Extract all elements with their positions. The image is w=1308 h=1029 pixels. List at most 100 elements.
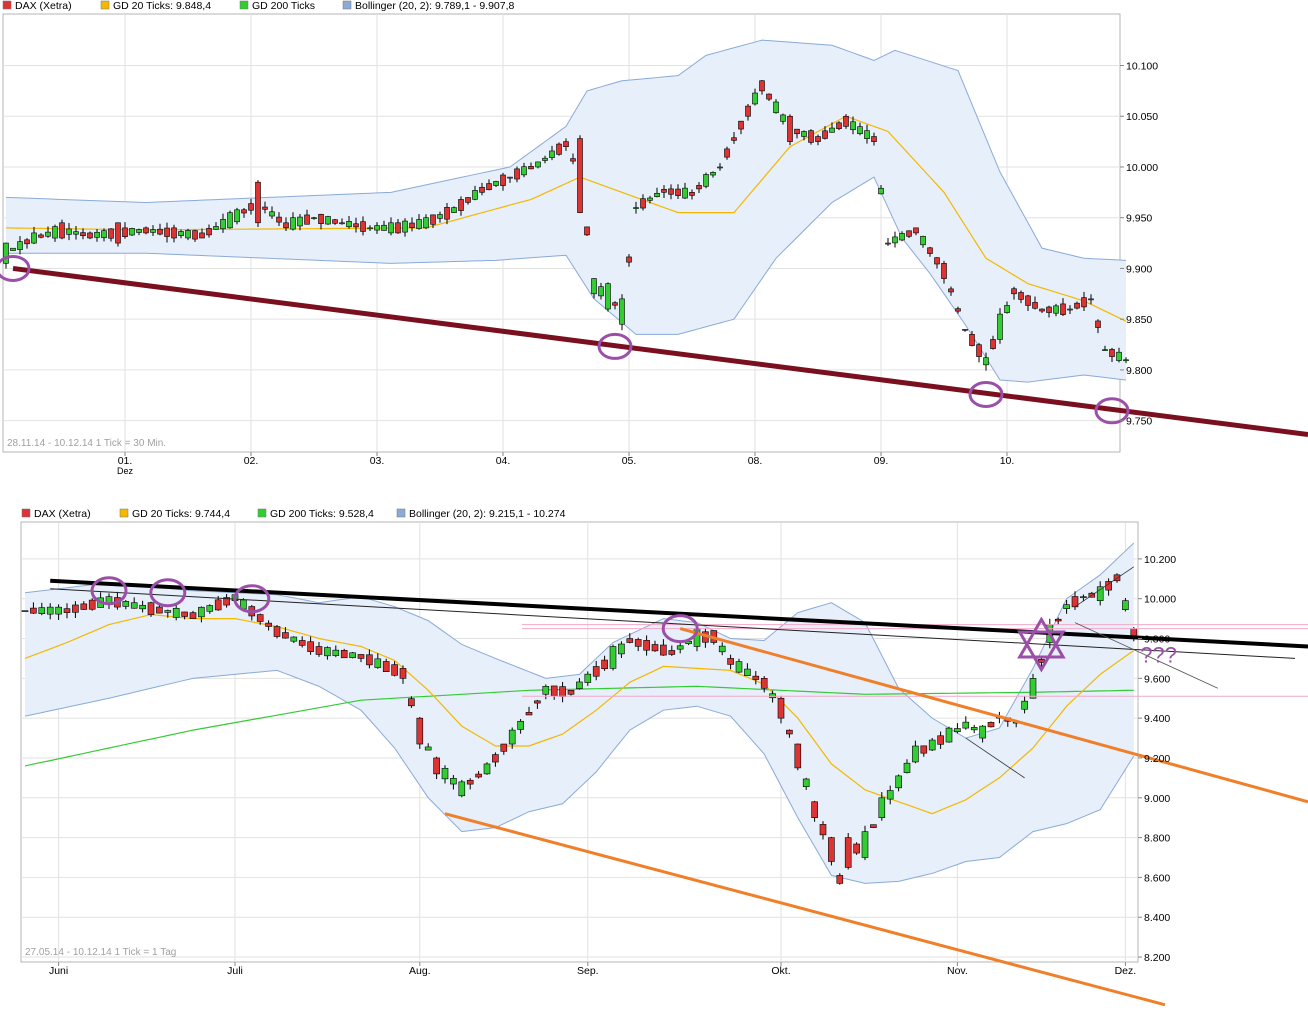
candle-body [282, 632, 289, 639]
candle-body [979, 725, 986, 739]
candle [675, 184, 681, 200]
candle [381, 220, 387, 231]
candle [206, 604, 214, 614]
candle [340, 648, 348, 659]
candle-body [479, 186, 485, 193]
candle-body [290, 217, 296, 230]
candle [710, 171, 716, 178]
candle-body [206, 605, 214, 612]
candle [1067, 305, 1073, 315]
candle-body [374, 658, 382, 668]
x-tick-label: Juli [227, 965, 243, 977]
candle-body [500, 174, 506, 186]
candle [30, 602, 37, 614]
candle-body [269, 211, 275, 217]
candle-body [1029, 678, 1037, 699]
highlight-oval [149, 578, 187, 608]
candle-body [164, 610, 172, 613]
candle-body [802, 778, 810, 788]
candle [150, 225, 156, 236]
candle-body [822, 130, 828, 139]
candle-body [185, 230, 191, 239]
candle [744, 663, 751, 676]
candle-body [423, 217, 429, 229]
candle [409, 217, 415, 232]
highlight-oval [90, 576, 128, 606]
candle-body [601, 659, 608, 670]
candle-body [45, 231, 51, 237]
bollinger-upper-line [5, 39, 1127, 261]
bottom-y-axis: 10.200 10.000 9.800 9.600 9.400 9.200 9.000 8.8… [1138, 554, 1176, 964]
candle-body [63, 608, 71, 613]
x-tick-label: Nov. [947, 965, 968, 977]
candle [192, 229, 198, 242]
candle [570, 153, 576, 165]
candle-body [945, 727, 953, 743]
candle-body [298, 640, 306, 646]
candle [668, 184, 674, 200]
highlight-oval [968, 380, 1004, 408]
candle-body [912, 745, 919, 763]
candle [1025, 294, 1031, 312]
candle-body [903, 762, 911, 773]
candle [256, 613, 264, 625]
candle [1071, 591, 1079, 611]
candle-body [619, 298, 625, 325]
top-legend: DAX (Xetra) GD 20 Ticks: 9.848,4 GD 200 … [2, 0, 515, 12]
candle-body [189, 612, 197, 619]
candle [3, 242, 9, 269]
candle [45, 226, 51, 238]
candle-body [857, 126, 863, 135]
candle-body [101, 230, 107, 239]
candle-body [773, 101, 779, 114]
candle [500, 743, 508, 755]
candle [136, 228, 142, 236]
candle [1039, 308, 1045, 313]
candle-body [618, 643, 625, 655]
candle-body [576, 681, 583, 689]
candle-body [769, 693, 776, 699]
candle-body [325, 216, 331, 225]
legend-text-gd20: GD 20 Ticks: 9.848,4 [113, 0, 211, 12]
y-tick-label: 9.200 [1144, 753, 1170, 765]
candle-body [878, 187, 884, 195]
candle-body [976, 344, 982, 357]
candle-body [483, 763, 491, 775]
candle [808, 129, 814, 145]
candle [517, 719, 524, 734]
candle-body [752, 92, 758, 105]
candle-body [735, 661, 743, 673]
candle [357, 654, 365, 663]
candle-body [10, 247, 16, 251]
candle-body [24, 239, 30, 245]
candle-body [556, 143, 562, 155]
candle-body [408, 698, 415, 707]
candle-body [864, 130, 870, 139]
candle-body [486, 183, 492, 191]
y-tick-label: 8.200 [1144, 952, 1170, 964]
candle [1096, 581, 1104, 606]
candle [626, 254, 632, 267]
candle [885, 237, 891, 246]
candle-body [17, 241, 23, 250]
candle [1116, 347, 1122, 363]
candle [265, 620, 272, 631]
candle [861, 825, 869, 861]
candle [24, 238, 30, 249]
candle [591, 278, 597, 299]
candle [844, 832, 852, 870]
highlight-oval [661, 614, 699, 644]
candle [492, 752, 499, 767]
candle [21, 610, 29, 612]
candle-body [997, 313, 1003, 340]
candle [928, 737, 936, 752]
bottom-x-axis: Juni Juli Aug. Sep. Okt. Nov. Dez. [49, 962, 1136, 977]
candle-body [59, 222, 65, 239]
candle [853, 842, 860, 855]
candle [408, 696, 415, 708]
y-tick-label: 10.050 [1126, 111, 1158, 123]
candle [198, 606, 205, 623]
candle [220, 213, 226, 233]
candle-body [983, 357, 989, 366]
